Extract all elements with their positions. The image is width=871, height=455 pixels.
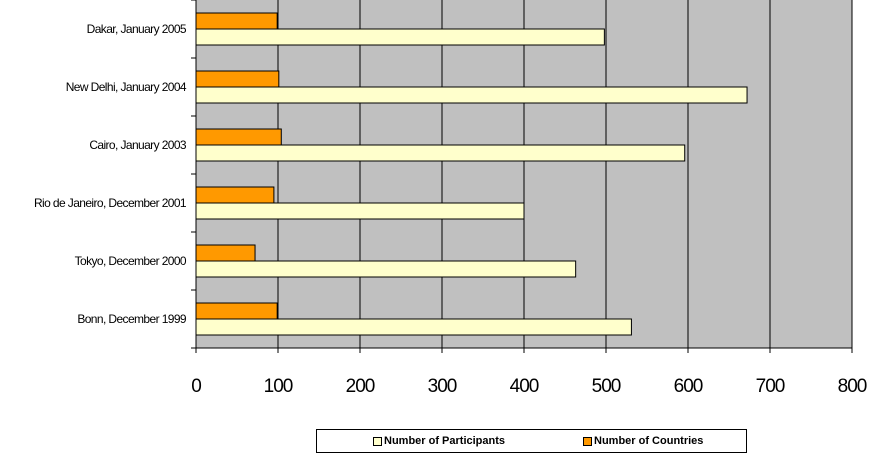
- legend-label-participants: Number of Participants: [384, 435, 506, 447]
- legend-swatch-countries: [583, 436, 592, 446]
- category-label: Bonn, December 1999: [77, 312, 187, 326]
- bar: [195, 318, 632, 336]
- legend: Number of Participants Number of Countri…: [316, 429, 747, 453]
- x-tick-label: 400: [510, 376, 539, 397]
- x-tick-label: 700: [756, 376, 785, 397]
- x-tick-label: 200: [346, 376, 375, 397]
- x-tick-label: 800: [838, 376, 867, 397]
- bar: [195, 186, 275, 204]
- category-label: Rio de Janeiro, December 2001: [34, 196, 187, 210]
- category-label: Cairo, January 2003: [89, 138, 187, 152]
- x-tick-label: 100: [264, 376, 293, 397]
- bars: [195, 12, 748, 336]
- legend-swatch-participants: [373, 436, 382, 446]
- bar: [195, 70, 280, 88]
- bar: [195, 244, 256, 262]
- x-tick-label: 0: [191, 376, 201, 397]
- legend-item-participants: Number of Participants: [373, 435, 505, 447]
- gridlines: [277, 0, 853, 348]
- x-tick-label: 300: [428, 376, 457, 397]
- x-tick-label: 500: [592, 376, 621, 397]
- category-label: New Delhi, January 2004: [66, 80, 187, 94]
- legend-item-countries: Number of Countries: [583, 435, 703, 447]
- bar: [195, 144, 686, 162]
- x-tick-label: 600: [674, 376, 703, 397]
- bar: [195, 260, 577, 278]
- axes: [191, 0, 853, 353]
- bar: [195, 28, 605, 46]
- bar: [195, 12, 278, 30]
- bar: [195, 128, 282, 146]
- bar: [195, 202, 525, 220]
- labels: Dakar, January 2005 New Delhi, January 20…: [34, 22, 868, 397]
- legend-label-countries: Number of Countries: [594, 435, 704, 447]
- category-label: Tokyo, December 2000: [75, 254, 187, 268]
- bar: [195, 302, 278, 320]
- bar: [195, 86, 748, 104]
- category-label: Dakar, January 2005: [87, 22, 187, 36]
